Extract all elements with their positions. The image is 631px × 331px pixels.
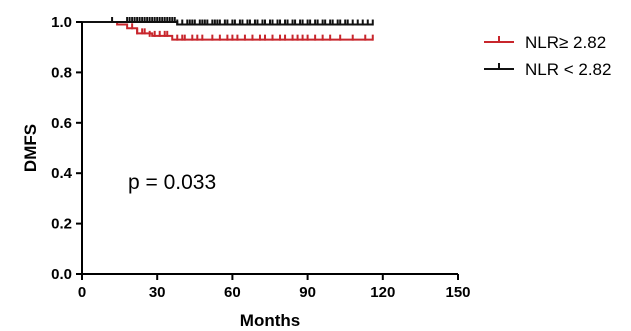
- axes: [81, 22, 458, 275]
- y-tick-label: 0.0: [51, 266, 72, 283]
- ticks: 0 30 60 90 120 150 0.0 0.2 0.4 0.6 0.8 1.0: [51, 14, 470, 301]
- x-tick-label: 60: [224, 284, 241, 301]
- plot-series: [82, 17, 374, 41]
- legend-label: NLR≥ 2.82: [525, 33, 606, 52]
- x-tick-label: 120: [370, 284, 395, 301]
- y-tick-label: 0.4: [51, 165, 73, 182]
- y-tick-label: 0.8: [51, 64, 72, 81]
- y-tick-label: 0.6: [51, 115, 72, 132]
- x-tick-label: 30: [149, 284, 166, 301]
- y-tick-label: 0.2: [51, 216, 72, 233]
- series-0: [82, 21, 374, 41]
- x-axis-title: Months: [240, 311, 300, 330]
- legend: NLR≥ 2.82 NLR < 2.82: [484, 33, 611, 79]
- x-tick-label: 90: [299, 284, 316, 301]
- x-tick-label: 0: [78, 284, 86, 301]
- series-1: [82, 17, 374, 26]
- x-tick-label: 150: [445, 284, 470, 301]
- y-axis-title: DMFS: [21, 124, 40, 172]
- y-tick-label: 1.0: [51, 14, 72, 31]
- p-value-annotation: p = 0.033: [128, 171, 216, 194]
- legend-label: NLR < 2.82: [525, 60, 611, 79]
